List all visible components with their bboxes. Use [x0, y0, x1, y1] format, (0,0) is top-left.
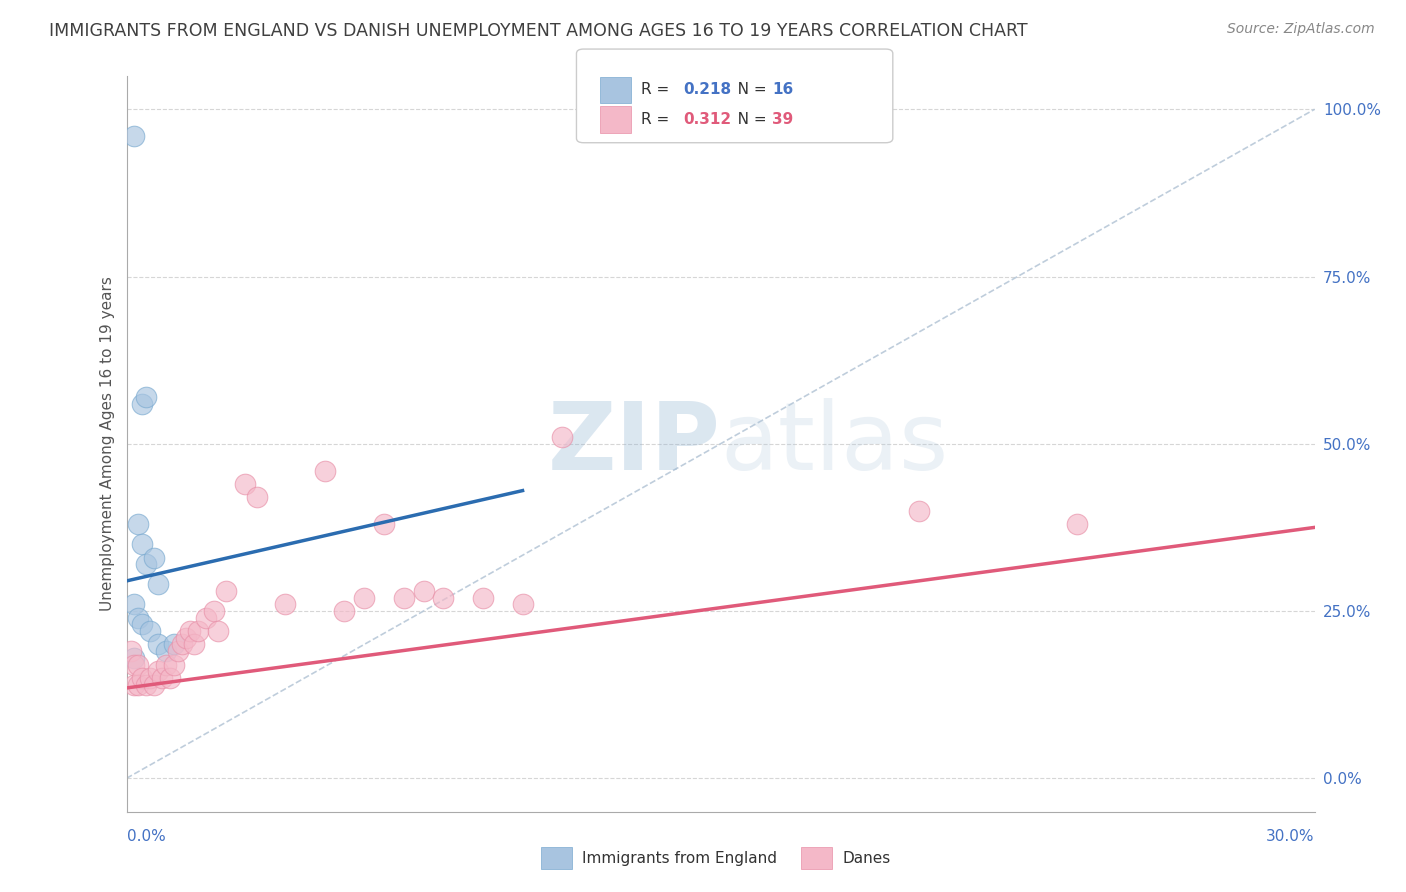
Point	[124, 678, 146, 692]
Point	[163, 637, 186, 651]
Point	[124, 657, 146, 672]
Text: Danes: Danes	[842, 851, 890, 865]
Text: R =: R =	[641, 112, 675, 128]
Point	[202, 604, 225, 618]
Point	[233, 476, 257, 491]
Y-axis label: Unemployment Among Ages 16 to 19 years: Unemployment Among Ages 16 to 19 years	[100, 277, 115, 611]
Point	[143, 550, 166, 565]
Point	[148, 577, 170, 591]
Point	[412, 583, 434, 598]
Point	[155, 644, 177, 658]
Point	[246, 491, 269, 505]
Text: 30.0%: 30.0%	[1267, 830, 1315, 844]
Point	[187, 624, 209, 639]
Point	[159, 671, 181, 685]
Point	[353, 591, 375, 605]
Point	[148, 637, 170, 651]
Point	[148, 664, 170, 679]
Text: 0.0%: 0.0%	[127, 830, 166, 844]
Point	[135, 390, 157, 404]
Text: 16: 16	[772, 82, 793, 97]
Text: 0.218: 0.218	[683, 82, 731, 97]
Text: ZIP: ZIP	[548, 398, 721, 490]
Point	[392, 591, 415, 605]
Point	[373, 516, 395, 531]
Point	[150, 671, 173, 685]
Point	[139, 671, 162, 685]
Text: 0.312: 0.312	[683, 112, 731, 128]
Point	[127, 678, 149, 692]
Point	[512, 598, 534, 612]
Point	[127, 610, 149, 624]
Point	[131, 537, 153, 551]
Point	[551, 430, 574, 444]
Text: N =: N =	[723, 112, 770, 128]
Point	[143, 678, 166, 692]
Point	[135, 557, 157, 572]
Point	[179, 624, 201, 639]
Point	[314, 464, 336, 478]
Point	[124, 598, 146, 612]
Point	[183, 637, 205, 651]
Point	[135, 678, 157, 692]
Point	[432, 591, 454, 605]
Text: atlas: atlas	[721, 398, 949, 490]
Point	[131, 671, 153, 685]
Text: N =: N =	[723, 82, 770, 97]
Point	[124, 128, 146, 143]
Point	[170, 637, 193, 651]
Text: Source: ZipAtlas.com: Source: ZipAtlas.com	[1227, 22, 1375, 37]
Point	[131, 617, 153, 632]
Point	[274, 598, 297, 612]
Point	[127, 516, 149, 531]
Point	[333, 604, 356, 618]
Point	[214, 583, 236, 598]
Text: Immigrants from England: Immigrants from England	[582, 851, 778, 865]
Point	[163, 657, 186, 672]
Text: IMMIGRANTS FROM ENGLAND VS DANISH UNEMPLOYMENT AMONG AGES 16 TO 19 YEARS CORRELA: IMMIGRANTS FROM ENGLAND VS DANISH UNEMPL…	[49, 22, 1028, 40]
Point	[124, 651, 146, 665]
Point	[207, 624, 229, 639]
Point	[120, 644, 142, 658]
Point	[174, 631, 197, 645]
Point	[1066, 516, 1088, 531]
Point	[131, 396, 153, 410]
Point	[167, 644, 190, 658]
Point	[907, 503, 929, 517]
Text: R =: R =	[641, 82, 675, 97]
Point	[127, 657, 149, 672]
Point	[194, 610, 217, 624]
Point	[139, 624, 162, 639]
Point	[155, 657, 177, 672]
Text: 39: 39	[772, 112, 793, 128]
Point	[472, 591, 495, 605]
